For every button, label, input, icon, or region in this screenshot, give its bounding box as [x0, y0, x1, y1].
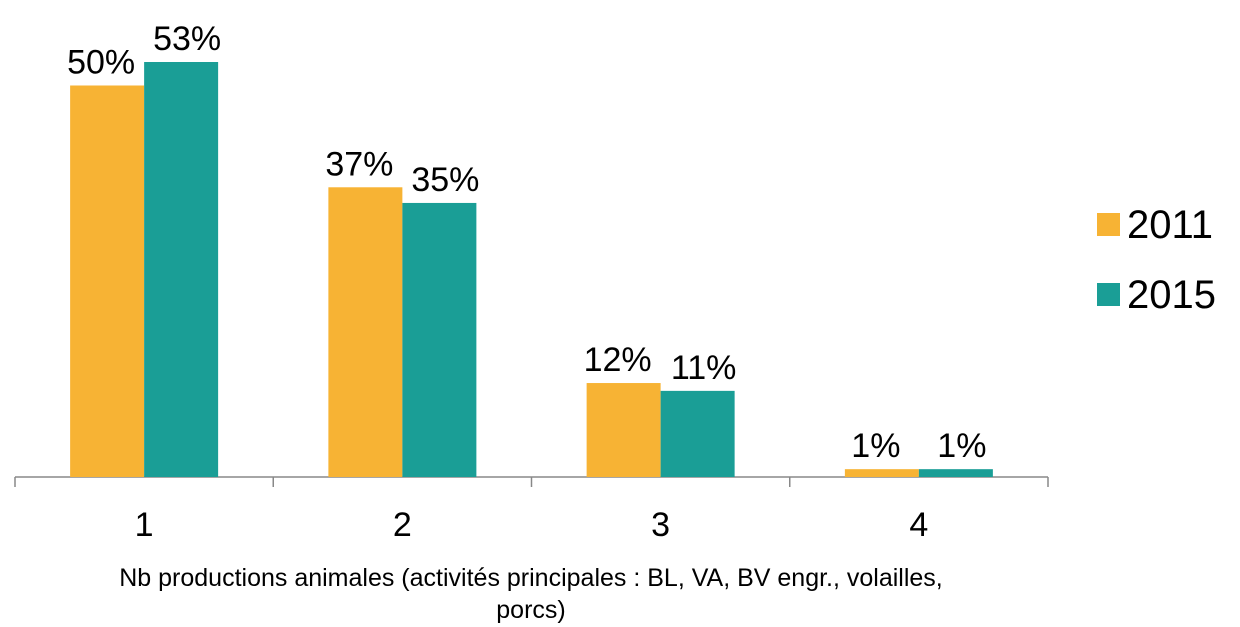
legend-swatch: [1097, 213, 1120, 236]
data-label: 12%: [584, 341, 652, 379]
bar: [328, 187, 403, 477]
data-label: 11%: [671, 349, 737, 387]
x-tick-label: 1: [135, 506, 154, 544]
bar: [660, 390, 735, 477]
data-label: 50%: [67, 43, 135, 81]
x-tick-label: 3: [651, 506, 670, 544]
legend-label: 2011: [1127, 203, 1213, 247]
data-label: 35%: [411, 161, 479, 199]
legend-swatch: [1097, 283, 1120, 306]
bar: [70, 85, 145, 477]
bar: [918, 469, 993, 477]
data-label: 1%: [937, 427, 986, 465]
bar: [844, 469, 919, 477]
legend-label: 2015: [1127, 273, 1216, 317]
bar: [144, 62, 219, 477]
data-label: 37%: [325, 145, 393, 183]
x-tick-label: 2: [393, 506, 412, 544]
x-tick-label: 4: [909, 506, 928, 544]
x-axis-title: Nb productions animales (activités princ…: [119, 564, 943, 624]
bar: [586, 383, 661, 477]
bar: [402, 202, 477, 477]
data-label: 53%: [153, 20, 221, 58]
data-label: 1%: [851, 427, 900, 465]
